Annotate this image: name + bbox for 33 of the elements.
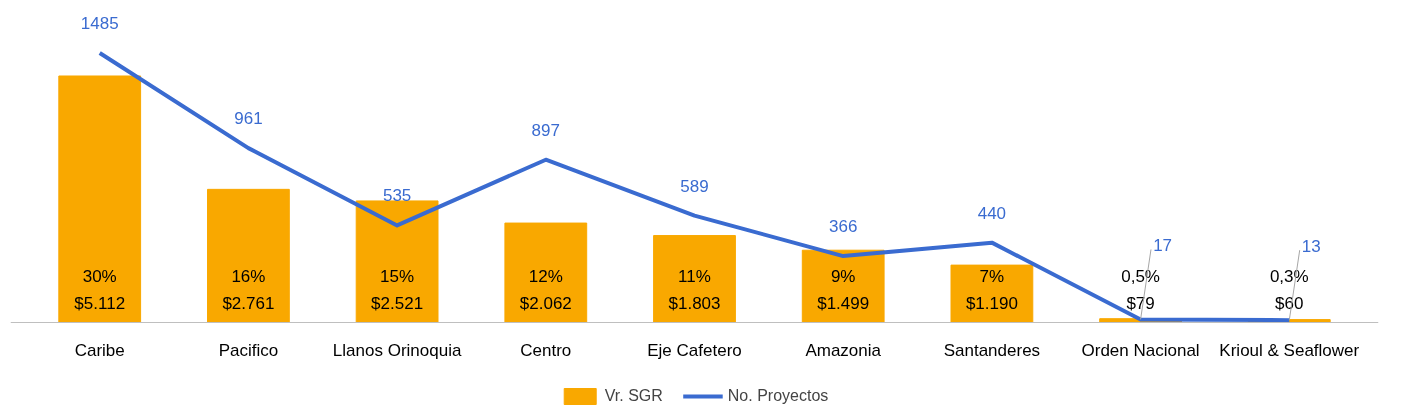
data-label: 440 xyxy=(977,203,1007,223)
data-label: 11% $1.803 xyxy=(668,266,721,313)
data-label: 12% $2.062 xyxy=(519,266,572,313)
data-label: 30% $5.112 xyxy=(74,266,126,313)
data-label: 366 xyxy=(829,217,858,237)
data-label: 7% $1.190 xyxy=(965,266,1018,313)
data-label: 961 xyxy=(234,109,263,129)
bar xyxy=(207,188,290,323)
data-label: 15% $2.521 xyxy=(371,266,424,313)
x-tick-label: Amazonia xyxy=(805,340,882,360)
data-label: 0,3% $60 xyxy=(1269,266,1309,313)
x-tick-label: Pacifico xyxy=(218,340,279,360)
data-label: 0,5% $79 xyxy=(1121,266,1160,313)
x-tick-label: Centro xyxy=(520,340,572,360)
bar xyxy=(58,75,142,323)
x-tick-label: Eje Cafetero xyxy=(647,340,742,360)
data-label: 897 xyxy=(531,120,560,140)
data-label: 17 xyxy=(1153,236,1173,256)
bar xyxy=(653,235,736,323)
data-label: 9% $1.499 xyxy=(817,266,870,313)
data-label: 1485 xyxy=(80,14,119,34)
legend-label: No. Proyectos xyxy=(727,387,829,405)
x-tick-label: Caribe xyxy=(74,340,125,360)
data-label: 589 xyxy=(680,176,709,196)
legend-label: Vr. SGR xyxy=(604,387,663,405)
bar xyxy=(355,200,439,323)
data-label: 16% $2.761 xyxy=(222,266,275,313)
x-tick-label: Santanderes xyxy=(943,340,1041,360)
data-label: 13 xyxy=(1301,237,1321,257)
x-tick-label: Llanos Orinoquia xyxy=(332,340,462,360)
x-tick-label: Krioul & Seaflower xyxy=(1219,340,1360,360)
bar xyxy=(504,222,588,323)
x-tick-label: Orden Nacional xyxy=(1081,340,1200,360)
